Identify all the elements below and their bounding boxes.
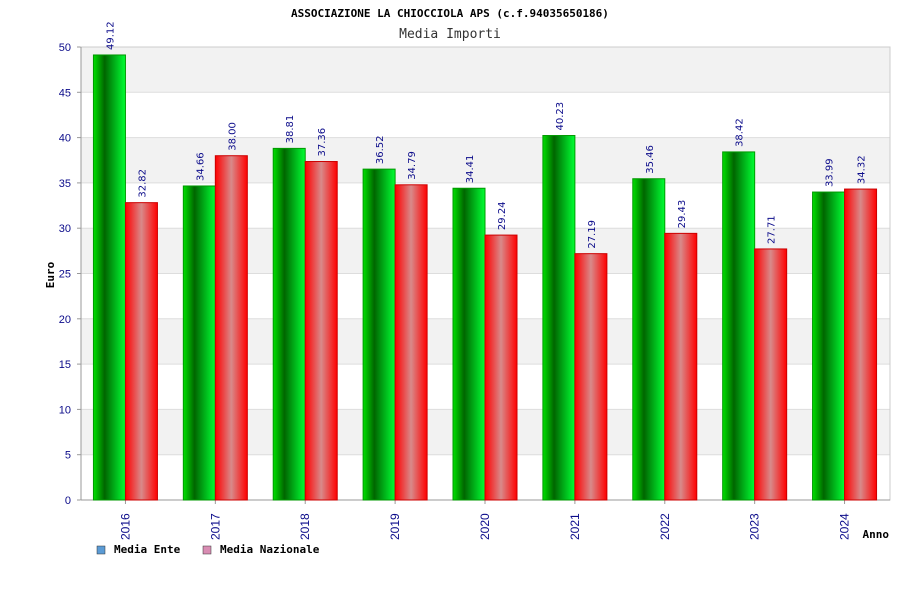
y-tick-label: 10 [59,404,71,416]
data-label: 35.46 [645,145,656,174]
y-tick-label: 15 [59,359,71,371]
bar-media-ente [92,54,126,501]
x-tick-label: 2022 [658,513,672,540]
data-label: 34.32 [857,155,868,184]
data-label: 38.81 [285,115,296,144]
y-tick-label: 30 [59,223,71,235]
data-label: 34.79 [407,151,418,180]
bar-media-ente [452,187,486,501]
bar-media-ente [632,178,666,501]
legend-swatch-media-nazionale [202,545,212,555]
data-label: 40.23 [555,102,566,131]
legend-label-media-ente: Media Ente [114,543,181,556]
y-tick-label: 35 [59,178,71,190]
data-label: 38.42 [735,118,746,147]
data-label: 29.24 [497,201,508,230]
data-label: 32.82 [137,169,148,198]
plot-area: 0 5 10 15 20 25 30 35 40 45 50 49.12 32.82 2016 34.66 3… [59,21,891,540]
legend-label-media-nazionale: Media Nazionale [220,543,320,556]
bar-media-nazionale [304,161,338,501]
bar-media-nazionale [484,234,518,501]
data-label: 27.71 [767,215,778,244]
chart-title: ASSOCIAZIONE LA CHIOCCIOLA APS (c.f.9403… [291,7,609,20]
chart-subtitle: Media Importi [399,27,501,42]
bar-media-nazionale [214,155,248,501]
bar-media-ente [362,168,396,501]
y-axis-label: Euro [44,261,57,288]
x-tick-label: 2016 [118,513,132,540]
x-tick-label: 2024 [838,513,852,540]
bar-media-nazionale [124,202,158,501]
x-axis-label: Anno [863,528,890,541]
y-tick-label: 45 [59,87,71,99]
bar-media-nazionale [664,232,698,501]
x-tick-label: 2017 [208,513,222,540]
y-tick-label: 25 [59,269,71,281]
bar-media-nazionale [574,253,608,501]
legend-swatch-media-ente [96,545,106,555]
bar-media-nazionale [394,184,428,501]
data-label: 34.41 [465,155,476,184]
grid-band [81,92,890,138]
data-label: 27.19 [587,220,598,249]
bar-media-ente [272,147,306,501]
y-tick-label: 50 [59,42,71,54]
x-tick-label: 2021 [568,513,582,540]
data-label: 49.12 [105,21,116,50]
data-label: 34.66 [195,152,206,181]
bar-media-ente [812,191,846,501]
data-label: 38.00 [227,122,238,151]
x-tick-label: 2019 [388,513,402,540]
y-tick-label: 20 [59,314,71,326]
y-tick-label: 5 [65,450,71,462]
data-label: 29.43 [677,200,688,229]
bar-media-ente [542,135,576,501]
bar-media-nazionale [754,248,788,501]
x-tick-label: 2018 [298,513,312,540]
x-tick-label: 2020 [478,513,492,540]
legend: Media Ente Media Nazionale [96,543,320,556]
bar-media-ente [182,185,216,501]
x-tick-label: 2023 [748,513,762,540]
y-tick-label: 40 [59,133,71,145]
bar-media-nazionale [844,188,878,501]
y-tick-label: 0 [65,495,71,507]
data-label: 37.36 [317,128,328,157]
data-label: 33.99 [825,158,836,187]
bar-media-ente [722,151,756,501]
grid-band [81,47,890,93]
data-label: 36.52 [375,135,386,164]
